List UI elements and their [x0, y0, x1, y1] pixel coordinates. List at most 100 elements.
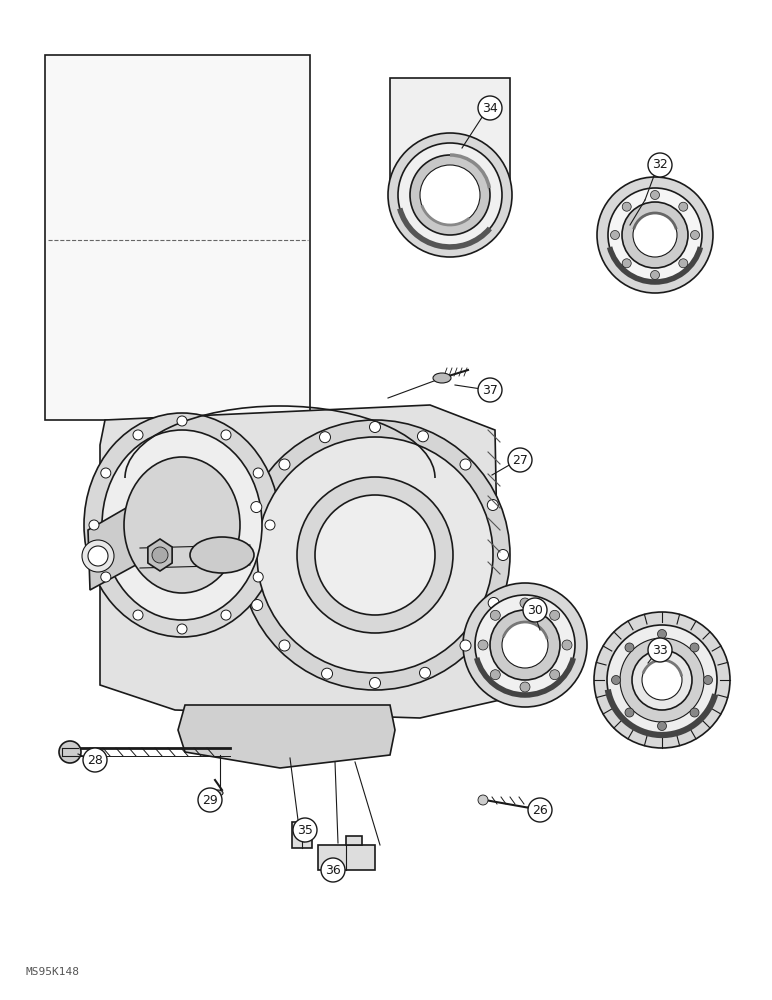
Text: 32: 32	[652, 158, 668, 172]
Circle shape	[478, 378, 502, 402]
Ellipse shape	[102, 430, 262, 620]
Polygon shape	[390, 78, 510, 205]
Text: 30: 30	[527, 603, 543, 616]
Circle shape	[488, 597, 499, 608]
Ellipse shape	[315, 495, 435, 615]
Ellipse shape	[213, 790, 223, 796]
Circle shape	[690, 643, 699, 652]
Circle shape	[279, 640, 290, 651]
Circle shape	[133, 430, 143, 440]
Circle shape	[625, 708, 634, 717]
Circle shape	[82, 540, 114, 572]
Circle shape	[658, 722, 666, 730]
Circle shape	[460, 459, 471, 470]
Circle shape	[508, 448, 532, 472]
Ellipse shape	[607, 625, 717, 735]
Circle shape	[622, 202, 631, 211]
Ellipse shape	[240, 420, 510, 690]
Circle shape	[83, 748, 107, 772]
Circle shape	[703, 676, 713, 684]
Polygon shape	[88, 500, 145, 590]
Polygon shape	[292, 822, 312, 848]
Circle shape	[460, 640, 471, 651]
Ellipse shape	[410, 155, 490, 235]
Ellipse shape	[388, 133, 512, 257]
Circle shape	[279, 459, 290, 470]
Circle shape	[478, 96, 502, 120]
Circle shape	[690, 708, 699, 717]
Ellipse shape	[257, 437, 493, 673]
Ellipse shape	[475, 595, 575, 695]
Circle shape	[320, 432, 330, 443]
Circle shape	[252, 600, 262, 611]
Circle shape	[370, 678, 381, 688]
Ellipse shape	[190, 537, 254, 573]
Polygon shape	[100, 405, 500, 718]
Circle shape	[611, 676, 621, 684]
Circle shape	[611, 231, 619, 239]
Circle shape	[520, 682, 530, 692]
Circle shape	[101, 572, 111, 582]
Circle shape	[490, 670, 500, 680]
Ellipse shape	[633, 213, 677, 257]
Circle shape	[59, 741, 81, 763]
Circle shape	[89, 520, 99, 530]
Circle shape	[177, 624, 187, 634]
Polygon shape	[148, 539, 172, 571]
Circle shape	[242, 550, 252, 560]
Ellipse shape	[622, 202, 688, 268]
Ellipse shape	[594, 612, 730, 748]
Circle shape	[523, 598, 547, 622]
Text: 29: 29	[202, 794, 218, 806]
Circle shape	[478, 795, 488, 805]
Ellipse shape	[297, 477, 453, 633]
Circle shape	[253, 572, 263, 582]
Circle shape	[101, 468, 111, 478]
Circle shape	[625, 643, 634, 652]
Circle shape	[221, 610, 231, 620]
Text: 26: 26	[532, 804, 548, 816]
Ellipse shape	[124, 457, 240, 593]
Text: 35: 35	[297, 824, 313, 836]
Ellipse shape	[490, 610, 560, 680]
Circle shape	[370, 422, 381, 432]
Text: MS95K148: MS95K148	[25, 967, 79, 977]
Ellipse shape	[420, 165, 480, 225]
Circle shape	[648, 153, 672, 177]
Circle shape	[658, 630, 666, 639]
Circle shape	[651, 270, 659, 279]
Ellipse shape	[642, 660, 682, 700]
Circle shape	[490, 610, 500, 620]
Circle shape	[251, 502, 262, 513]
Circle shape	[651, 190, 659, 200]
Circle shape	[679, 259, 688, 268]
Circle shape	[221, 430, 231, 440]
Circle shape	[622, 259, 631, 268]
Circle shape	[550, 670, 560, 680]
Circle shape	[487, 499, 498, 510]
Circle shape	[321, 858, 345, 882]
Text: 33: 33	[652, 644, 668, 656]
Circle shape	[418, 431, 428, 442]
Ellipse shape	[502, 622, 548, 668]
Text: 36: 36	[325, 863, 341, 876]
Circle shape	[88, 546, 108, 566]
Text: 28: 28	[87, 754, 103, 766]
Text: 37: 37	[482, 383, 498, 396]
Circle shape	[419, 667, 431, 678]
Circle shape	[152, 547, 168, 563]
Polygon shape	[45, 55, 310, 420]
Circle shape	[265, 520, 275, 530]
Ellipse shape	[632, 650, 692, 710]
Circle shape	[679, 202, 688, 211]
Polygon shape	[318, 845, 375, 870]
Circle shape	[293, 818, 317, 842]
Circle shape	[562, 640, 572, 650]
Circle shape	[648, 638, 672, 662]
Polygon shape	[178, 705, 395, 768]
Ellipse shape	[597, 177, 713, 293]
Circle shape	[177, 416, 187, 426]
Circle shape	[478, 640, 488, 650]
Circle shape	[322, 668, 333, 679]
Ellipse shape	[433, 373, 451, 383]
